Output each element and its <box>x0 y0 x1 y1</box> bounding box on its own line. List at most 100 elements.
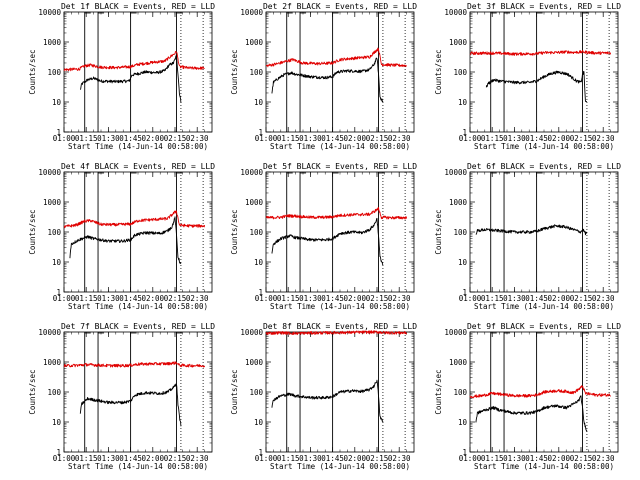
y-tick-label: 10 <box>254 418 264 427</box>
x-tick-label: 02:30 <box>592 134 615 143</box>
y-tick-label: 10 <box>458 418 468 427</box>
chart-title: Det 4f BLACK = Events, RED = LLD <box>61 162 215 171</box>
y-tick-label: 10 <box>254 258 264 267</box>
x-tick-label: 01:45 <box>525 454 548 463</box>
y-tick-label: 100 <box>47 68 61 77</box>
x-tick-label: 02:30 <box>592 454 615 463</box>
x-tick-label: 01:15 <box>481 294 504 303</box>
x-tick-label: 01:45 <box>119 454 142 463</box>
y-tick-label: 1000 <box>43 38 62 47</box>
x-tick-label: 01:15 <box>277 454 300 463</box>
x-tick-label: 01:45 <box>525 134 548 143</box>
y-tick-label: 10000 <box>444 8 467 17</box>
x-axis-label: Start Time (14-Jun-14 00:58:00) <box>68 302 208 311</box>
y-tick-label: 10000 <box>240 328 263 337</box>
y-tick-label: 1000 <box>449 358 468 367</box>
x-tick-label: 02:15 <box>570 454 593 463</box>
x-tick-label: 02:00 <box>548 294 571 303</box>
chart-panel-4: Det 4f BLACK = Events, RED = LLD 1 10 100 10… <box>28 162 215 311</box>
x-tick-label: 02:00 <box>548 454 571 463</box>
x-tick-label: 01:00 <box>459 134 482 143</box>
x-tick-label: 01:45 <box>321 454 344 463</box>
x-tick-label: 02:00 <box>344 454 367 463</box>
x-axis-label: Start Time (14-Jun-14 00:58:00) <box>270 462 410 471</box>
series-line-events <box>69 216 182 265</box>
y-tick-label: 10 <box>254 98 264 107</box>
x-tick-label: 01:00 <box>459 454 482 463</box>
chart-title: Det 7f BLACK = Events, RED = LLD <box>61 322 215 331</box>
x-tick-label: 01:00 <box>53 134 76 143</box>
x-axis-label: Start Time (14-Jun-14 00:58:00) <box>474 142 614 151</box>
x-tick-label: 01:00 <box>459 294 482 303</box>
series-line-events <box>271 217 384 266</box>
x-tick-label: 01:45 <box>525 294 548 303</box>
series-line-lld <box>469 385 611 399</box>
series-line-events <box>79 383 182 427</box>
y-axis-label: Counts/sec <box>28 209 37 254</box>
y-tick-label: 1000 <box>449 38 468 47</box>
x-tick-label: 02:00 <box>344 134 367 143</box>
x-axis-label: Start Time (14-Jun-14 00:58:00) <box>68 462 208 471</box>
x-tick-label: 02:30 <box>592 294 615 303</box>
series-line-lld <box>265 47 407 68</box>
x-tick-label: 01:30 <box>299 134 322 143</box>
x-tick-label: 01:00 <box>255 454 278 463</box>
y-tick-label: 10000 <box>240 168 263 177</box>
plot-frame <box>469 171 619 293</box>
chart-title: Det 3f BLACK = Events, RED = LLD <box>467 2 621 11</box>
x-tick-label: 02:15 <box>570 134 593 143</box>
x-tick-label: 01:00 <box>53 294 76 303</box>
x-tick-label: 02:30 <box>388 454 411 463</box>
series-line-events <box>485 70 587 103</box>
y-axis-label: Counts/sec <box>28 369 37 414</box>
x-tick-label: 02:15 <box>164 134 187 143</box>
y-tick-label: 1 <box>258 288 263 297</box>
series-line-lld <box>265 206 408 220</box>
chart-title: Det 5f BLACK = Events, RED = LLD <box>263 162 417 171</box>
x-tick-label: 02:00 <box>142 134 165 143</box>
x-tick-label: 02:15 <box>366 454 389 463</box>
x-tick-label: 01:45 <box>119 134 142 143</box>
y-tick-label: 100 <box>453 68 467 77</box>
plot-frame <box>63 11 213 133</box>
y-tick-label: 1 <box>462 288 467 297</box>
x-tick-label: 02:00 <box>142 454 165 463</box>
x-tick-label: 01:15 <box>481 134 504 143</box>
y-tick-label: 10 <box>458 258 468 267</box>
x-tick-label: 01:00 <box>255 294 278 303</box>
series-line-events <box>475 224 588 236</box>
x-tick-label: 01:15 <box>277 294 300 303</box>
chart-panel-9: Det 9f BLACK = Events, RED = LLD 1 10 100 10… <box>434 322 621 471</box>
x-tick-label: 02:15 <box>164 294 187 303</box>
x-tick-label: 02:00 <box>548 134 571 143</box>
x-tick-label: 01:45 <box>321 134 344 143</box>
y-tick-label: 10 <box>52 258 62 267</box>
plot-frame <box>265 171 415 293</box>
y-tick-label: 1000 <box>43 198 62 207</box>
y-tick-label: 100 <box>453 388 467 397</box>
y-tick-label: 10000 <box>38 8 61 17</box>
y-tick-label: 100 <box>249 68 263 77</box>
x-tick-label: 01:30 <box>503 294 526 303</box>
plot-frame <box>63 171 213 293</box>
y-tick-label: 100 <box>249 228 263 237</box>
plot-frame <box>63 331 213 453</box>
series-line-events <box>79 54 182 103</box>
chart-panel-8: Det 8f BLACK = Events, RED = LLD 1 10 100 10… <box>230 322 417 471</box>
chart-panel-7: Det 7f BLACK = Events, RED = LLD 1 10 100 10… <box>28 322 215 471</box>
x-tick-label: 02:30 <box>186 294 209 303</box>
y-tick-label: 100 <box>47 388 61 397</box>
y-axis-label: Counts/sec <box>434 49 443 94</box>
x-axis-label: Start Time (14-Jun-14 00:58:00) <box>474 302 614 311</box>
y-tick-label: 1 <box>258 128 263 137</box>
x-tick-label: 01:30 <box>97 134 120 143</box>
chart-title: Det 6f BLACK = Events, RED = LLD <box>467 162 621 171</box>
x-tick-label: 01:30 <box>299 294 322 303</box>
chart-panel-2: Det 2f BLACK = Events, RED = LLD 1 10 100 10… <box>230 2 417 151</box>
y-tick-label: 10 <box>52 98 62 107</box>
y-tick-label: 1 <box>258 448 263 457</box>
y-tick-label: 10000 <box>240 8 263 17</box>
x-tick-label: 02:15 <box>366 294 389 303</box>
x-tick-label: 01:15 <box>75 294 98 303</box>
